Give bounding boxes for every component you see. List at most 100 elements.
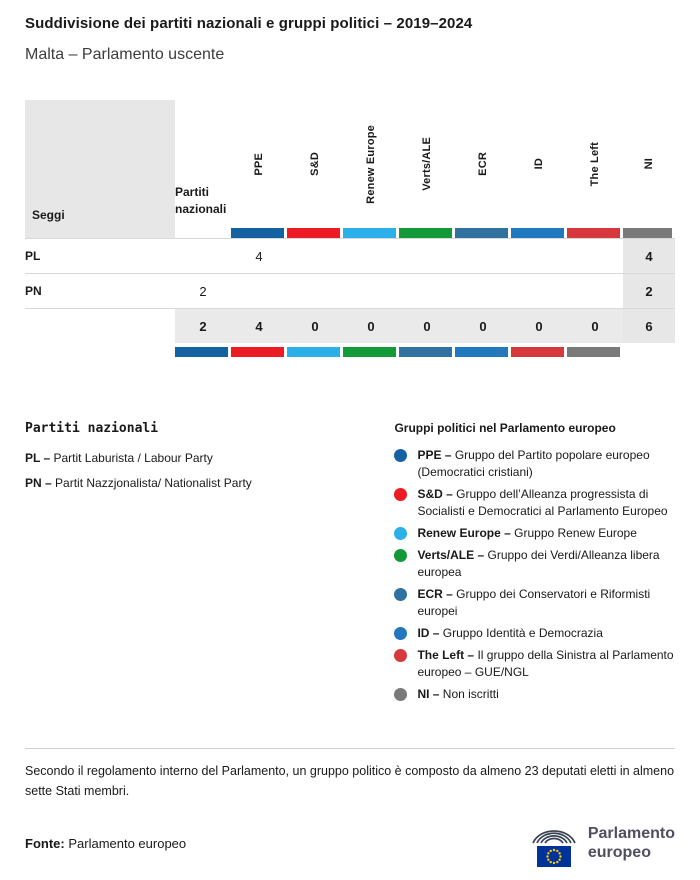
party-abbr: PL – [25,451,51,465]
bar-cell [343,343,399,357]
bar-cell [399,228,455,238]
legend-dot-renew [394,527,408,540]
total-cell: 0 [511,308,567,343]
group-desc: Gruppo Identità e Democrazia [442,626,603,640]
spacer-cell [175,228,231,238]
seats-total-pn: 2 [623,273,675,308]
seat-cell [343,238,399,273]
group-desc: Gruppo del Partito popolare europeo (Dem… [417,448,650,479]
legend-parties: Partiti nazionali PL – Partit Laburista … [25,421,394,708]
party-name: Partit Laburista / Labour Party [53,451,213,465]
group-color-bar-ni [623,228,672,238]
legend-dot-verts [394,549,408,562]
party-label-pn: PN [25,273,175,308]
legend-item: The Left – Il gruppo della Sinistra al P… [394,647,675,681]
legend-text: S&D – Gruppo dell’Alleanza progressista … [417,486,675,520]
group-abbr: PPE – [417,448,452,462]
col-header-label: Renew Europe [365,124,377,204]
bar-cell [567,228,623,238]
bar-cell [511,228,567,238]
group-abbr: ID – [417,626,440,640]
col-header-label: ID [533,158,545,170]
seat-cell [287,273,343,308]
group-abbr: ECR – [417,587,453,601]
seats-total-pl: 4 [623,238,675,273]
legend-item: S&D – Gruppo dell’Alleanza progressista … [394,486,675,520]
seat-cell: 4 [231,238,287,273]
group-abbr: S&D – [417,487,453,501]
group-color-bar-ppe [175,347,228,357]
total-cell: 0 [567,308,623,343]
group-color-bar-id [455,347,508,357]
seat-cell [567,273,623,308]
bar-cell [511,343,567,357]
page-title: Suddivisione dei partiti nazionali e gru… [25,15,473,32]
legend-text: NI – Non iscritti [417,686,498,703]
seat-cell [399,238,455,273]
seat-cell [399,273,455,308]
col-header-label: PPE [253,152,265,176]
bar-cell [287,343,343,357]
bar-cell [287,228,343,238]
bar-cell [399,343,455,357]
col-header-seggi: Seggi [25,100,175,238]
legend-item: Renew Europe – Gruppo Renew Europe [394,525,675,542]
bar-cell [231,343,287,357]
group-abbr: Verts/ALE – [417,548,485,562]
group-abbr: The Left – [417,648,475,662]
spacer-cell [623,343,675,357]
seats-table: Partiti nazionali PPE S&D Renew Europe V… [25,100,675,357]
seat-cell [511,238,567,273]
col-header-ni: NI [623,100,675,228]
group-desc: Gruppo dei Verdi/Alleanza libera europea [417,548,660,579]
ep-logo-line1: Parlamento [587,825,675,842]
group-color-bar-sd [231,347,284,357]
group-color-bar-sd [287,228,340,238]
group-desc: Gruppo dell’Alleanza progressista di Soc… [417,487,668,518]
seats-grand-total: 6 [623,308,675,343]
bar-cell [567,343,623,357]
bar-cell [175,343,231,357]
legend-text: ECR – Gruppo dei Conservatori e Riformis… [417,586,675,620]
col-header-label: The Left [589,141,601,187]
total-cell: 0 [455,308,511,343]
legend-item: NI – Non iscritti [394,686,675,703]
legend-text: ID – Gruppo Identità e Democrazia [417,625,602,642]
bar-cell [343,228,399,238]
legend-dot-ni [394,688,408,701]
col-header-label: ECR [477,152,489,176]
bar-cell [623,228,675,238]
source-label: Fonte: [25,835,65,851]
col-header-verts: Verts/ALE [399,100,455,228]
group-desc: Gruppo Renew Europe [514,526,637,540]
legend-dot-theleft [394,649,408,662]
group-color-bar-ecr [399,347,452,357]
legend-dot-ppe [394,449,408,462]
legend-dot-ecr [394,588,408,601]
seat-cell [455,238,511,273]
total-cell: 0 [399,308,455,343]
col-header-id: ID [511,100,567,228]
seat-cell [455,273,511,308]
col-header-theleft: The Left [567,100,623,228]
group-abbr: NI – [417,687,440,701]
row-header-label: Partiti nazionali [175,185,227,216]
source-value: Parlamento europeo [68,835,187,851]
legend-party-item: PL – Partit Laburista / Labour Party [25,450,394,466]
legend-dot-id [394,627,408,640]
group-color-bar-ppe [231,228,284,238]
legend-text: Verts/ALE – Gruppo dei Verdi/Alleanza li… [417,547,675,581]
ep-hemicycle-flag-icon [532,830,576,867]
legend-parties-title: Partiti nazionali [25,421,159,436]
total-cell: 4 [231,308,287,343]
total-cell: 0 [343,308,399,343]
ep-logo-wordmark: Parlamento europeo [588,824,675,862]
group-desc: Non iscritti [442,687,499,701]
party-abbr: PN – [25,476,52,490]
col-header-ecr: ECR [455,100,511,228]
ep-logo: Parlamento europeo [530,819,675,867]
group-desc: Il gruppo della Sinistra al Parlamento e… [417,648,674,679]
total-cell: 0 [287,308,343,343]
seat-cell [511,273,567,308]
bar-cell [455,343,511,357]
